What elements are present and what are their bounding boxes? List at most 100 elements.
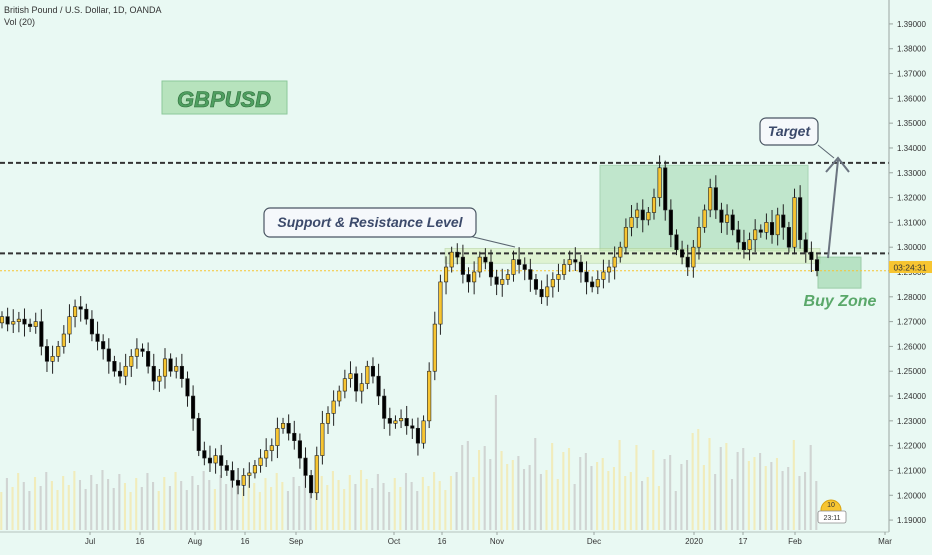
support-band: [444, 248, 821, 264]
candle-body: [202, 450, 207, 459]
candle-body: [663, 167, 668, 211]
candle-body: [460, 256, 465, 275]
volume-bar: [337, 480, 340, 530]
candle-body: [348, 373, 353, 379]
volume-bar: [185, 490, 188, 530]
volume-bar: [343, 489, 346, 530]
candle-body: [590, 281, 595, 288]
volume-bar: [152, 482, 155, 530]
candle-body: [247, 472, 252, 476]
candle-body: [696, 227, 702, 248]
x-tick-label: Mar: [878, 537, 892, 546]
y-tick-label: 1.31000: [897, 218, 926, 227]
candle-body: [286, 423, 291, 434]
candle-body: [112, 361, 117, 372]
volume-bar: [730, 479, 734, 530]
volume-bar: [736, 452, 739, 530]
candle-body: [680, 249, 685, 258]
volume-bar: [281, 482, 284, 530]
volume-bar: [146, 473, 149, 530]
volume-bar: [685, 460, 689, 530]
volume-bar: [461, 445, 464, 530]
candle-body: [421, 420, 426, 444]
volume-bar: [809, 445, 812, 530]
candle-body: [292, 432, 297, 441]
support-resistance-callout[interactable]: Support & Resistance Level: [263, 207, 516, 248]
y-tick-label: 1.30000: [897, 243, 926, 252]
candle-body: [213, 455, 218, 464]
volume-bar: [22, 482, 25, 530]
time-axis[interactable]: Jul 16 Aug 16 Sep Oct 16 Nov Dec 2020 17 Feb Mar: [85, 532, 892, 546]
volume-bar: [691, 433, 694, 530]
candles: [0, 155, 820, 500]
candle-body: [376, 375, 381, 397]
volume-bar: [101, 470, 104, 530]
y-tick-label: 1.23000: [897, 417, 926, 426]
volume-bar: [393, 478, 396, 530]
volume-bar: [455, 472, 458, 530]
volume-bar: [95, 484, 98, 530]
price-axis[interactable]: 1.39000 1.38000 1.37000 1.36000 1.35000 1.340…: [889, 20, 926, 525]
volume-bar: [50, 481, 53, 530]
volume-bar: [298, 486, 301, 530]
candle-body: [618, 246, 623, 258]
volume-legend: Vol (20): [4, 17, 36, 27]
volume-bar: [112, 488, 115, 530]
volume-bar: [84, 489, 87, 530]
volume-bar: [258, 492, 261, 530]
volume-bar: [219, 475, 222, 530]
volume-bar: [517, 456, 520, 530]
range-box: [599, 164, 809, 252]
volume-bar: [775, 458, 779, 530]
candle-body: [646, 212, 651, 221]
candle-body: [236, 480, 241, 486]
clock-widget[interactable]: 10 23:11: [817, 499, 847, 524]
volume-bar: [601, 458, 604, 530]
volume-bar: [770, 462, 773, 530]
candle-body: [56, 346, 61, 357]
volume-bar: [618, 440, 621, 530]
candle-body: [280, 423, 286, 429]
volume-bar: [365, 479, 368, 530]
callout-box: [263, 207, 477, 238]
candle-body: [393, 420, 398, 424]
volume-bar: [551, 443, 554, 530]
candle-body: [803, 239, 808, 253]
target-callout[interactable]: Target: [759, 117, 835, 159]
target-arrow: [825, 156, 850, 259]
candle-body: [798, 197, 803, 241]
candle-body: [297, 440, 302, 459]
volume-bar: [39, 486, 42, 530]
clock-widget-label-box: [817, 510, 847, 524]
candle-body: [22, 318, 27, 325]
x-tick-label: Jul: [85, 537, 95, 546]
volume-bar: [646, 477, 649, 530]
candle-body: [370, 365, 376, 377]
candle-body: [635, 209, 640, 218]
candle-body: [562, 264, 567, 275]
volume-bar: [118, 474, 121, 530]
candle-body: [472, 271, 477, 283]
candle-body: [230, 470, 235, 481]
y-tick-label: 1.22000: [897, 442, 926, 451]
volume-bar: [67, 485, 70, 530]
y-tick-label: 1.19000: [897, 516, 926, 525]
candle-body: [657, 167, 662, 198]
candle-body: [713, 187, 718, 211]
volume-bar: [303, 472, 306, 530]
candle-body: [157, 375, 162, 382]
candle-body: [382, 395, 387, 419]
volume-bar: [697, 429, 700, 530]
x-tick-label: Nov: [490, 537, 504, 546]
volume-bar: [635, 445, 638, 530]
volume-bar: [579, 457, 582, 530]
candle-body: [736, 229, 741, 243]
volume-bar: [742, 448, 745, 530]
candle-body: [365, 365, 370, 384]
volume-bar: [348, 475, 351, 530]
candle-body: [264, 450, 269, 459]
volume-bar: [0, 492, 3, 530]
candle-body: [629, 217, 634, 228]
candle-body: [505, 274, 510, 280]
